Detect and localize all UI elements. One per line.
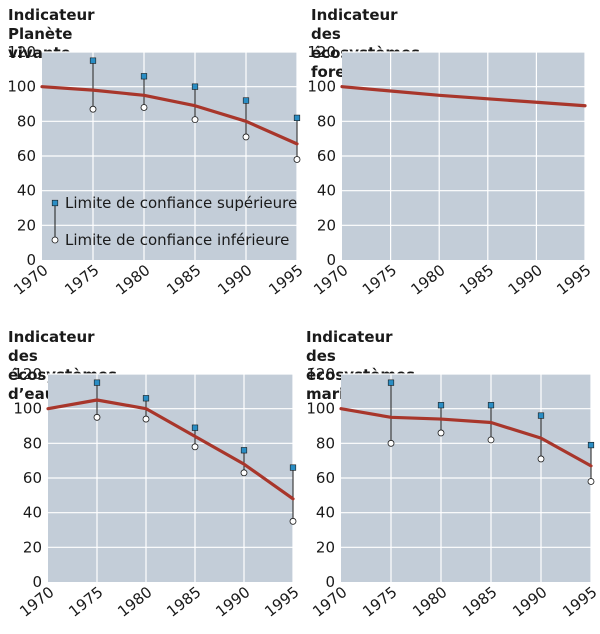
upper-limit-marker: [89, 57, 97, 64]
upper-limit-marker: [242, 97, 250, 104]
y-tick-label: 100: [307, 78, 336, 96]
upper-limit-marker: [289, 464, 297, 471]
lower-limit-marker: [293, 156, 301, 163]
y-tick-label: 40: [317, 182, 336, 200]
series-line: [339, 407, 593, 468]
y-tick-label: 0: [326, 251, 336, 269]
upper-limit-marker: [140, 73, 148, 80]
upper-limit-marker: [487, 402, 495, 409]
y-tick-label: 80: [317, 112, 336, 130]
lower-limit-marker: [191, 443, 199, 451]
y-tick-label: 20: [317, 216, 336, 234]
x-tick-label: 1980: [409, 583, 450, 621]
series-line: [46, 398, 295, 501]
lower-limit-marker: [240, 469, 248, 477]
y-tick-label: 0: [325, 573, 335, 591]
y-tick-label: 20: [23, 538, 42, 556]
upper-limit-marker: [587, 441, 595, 449]
y-tick-label: 20: [17, 216, 36, 234]
legend-lower-marker: [51, 236, 59, 244]
lower-limit-marker: [89, 105, 97, 113]
upper-limit-marker: [387, 379, 395, 386]
series-line: [40, 85, 299, 146]
x-tick-label: 1990: [509, 583, 550, 621]
legend-upper-label: Limite de confiance supérieure: [65, 194, 297, 212]
x-tick-label: 1995: [559, 583, 600, 621]
y-tick-label: 100: [13, 400, 42, 418]
upper-limit-marker: [93, 379, 101, 386]
lower-limit-marker: [191, 116, 199, 123]
upper-limit-marker: [240, 447, 248, 454]
lower-limit-marker: [537, 455, 545, 463]
y-tick-label: 100: [306, 400, 335, 418]
upper-limit-marker: [191, 424, 199, 431]
y-tick-label: 120: [306, 365, 335, 383]
series-line: [340, 85, 587, 108]
lower-limit-marker: [289, 517, 297, 525]
x-tick-label: 1985: [459, 583, 500, 621]
y-tick-label: 120: [307, 43, 336, 61]
upper-limit-marker: [142, 395, 150, 402]
lower-limit-marker: [242, 133, 250, 141]
chart-title: Indicateur Planète vivante: [8, 6, 95, 62]
y-tick-label: 40: [23, 504, 42, 522]
lower-limit-marker: [93, 413, 101, 421]
y-tick-label: 120: [13, 365, 42, 383]
upper-limit-marker: [293, 114, 301, 121]
y-tick-label: 60: [23, 469, 42, 487]
upper-limit-marker: [537, 412, 545, 419]
upper-limit-marker: [191, 83, 199, 90]
y-tick-label: 0: [32, 573, 42, 591]
y-tick-label: 80: [23, 434, 42, 452]
lower-limit-marker: [487, 436, 495, 444]
lower-limit-marker: [437, 429, 445, 437]
y-tick-label: 80: [17, 112, 36, 130]
x-tick-label: 1975: [359, 583, 400, 621]
y-tick-label: 120: [7, 43, 36, 61]
lower-limit-marker: [140, 104, 148, 111]
y-tick-label: 80: [316, 434, 335, 452]
y-tick-label: 60: [316, 469, 335, 487]
y-tick-label: 60: [17, 147, 36, 165]
y-tick-label: 0: [26, 251, 36, 269]
legend-lower-label: Limite de confiance inférieure: [65, 231, 289, 249]
y-tick-label: 20: [316, 538, 335, 556]
y-tick-label: 60: [317, 147, 336, 165]
upper-limit-marker: [437, 402, 445, 409]
lower-limit-marker: [142, 415, 150, 423]
lower-limit-marker: [587, 478, 595, 485]
y-tick-label: 100: [7, 78, 36, 96]
y-tick-label: 40: [17, 182, 36, 200]
y-tick-label: 40: [316, 504, 335, 522]
legend-upper-marker: [51, 199, 59, 207]
lower-limit-marker: [387, 439, 395, 447]
